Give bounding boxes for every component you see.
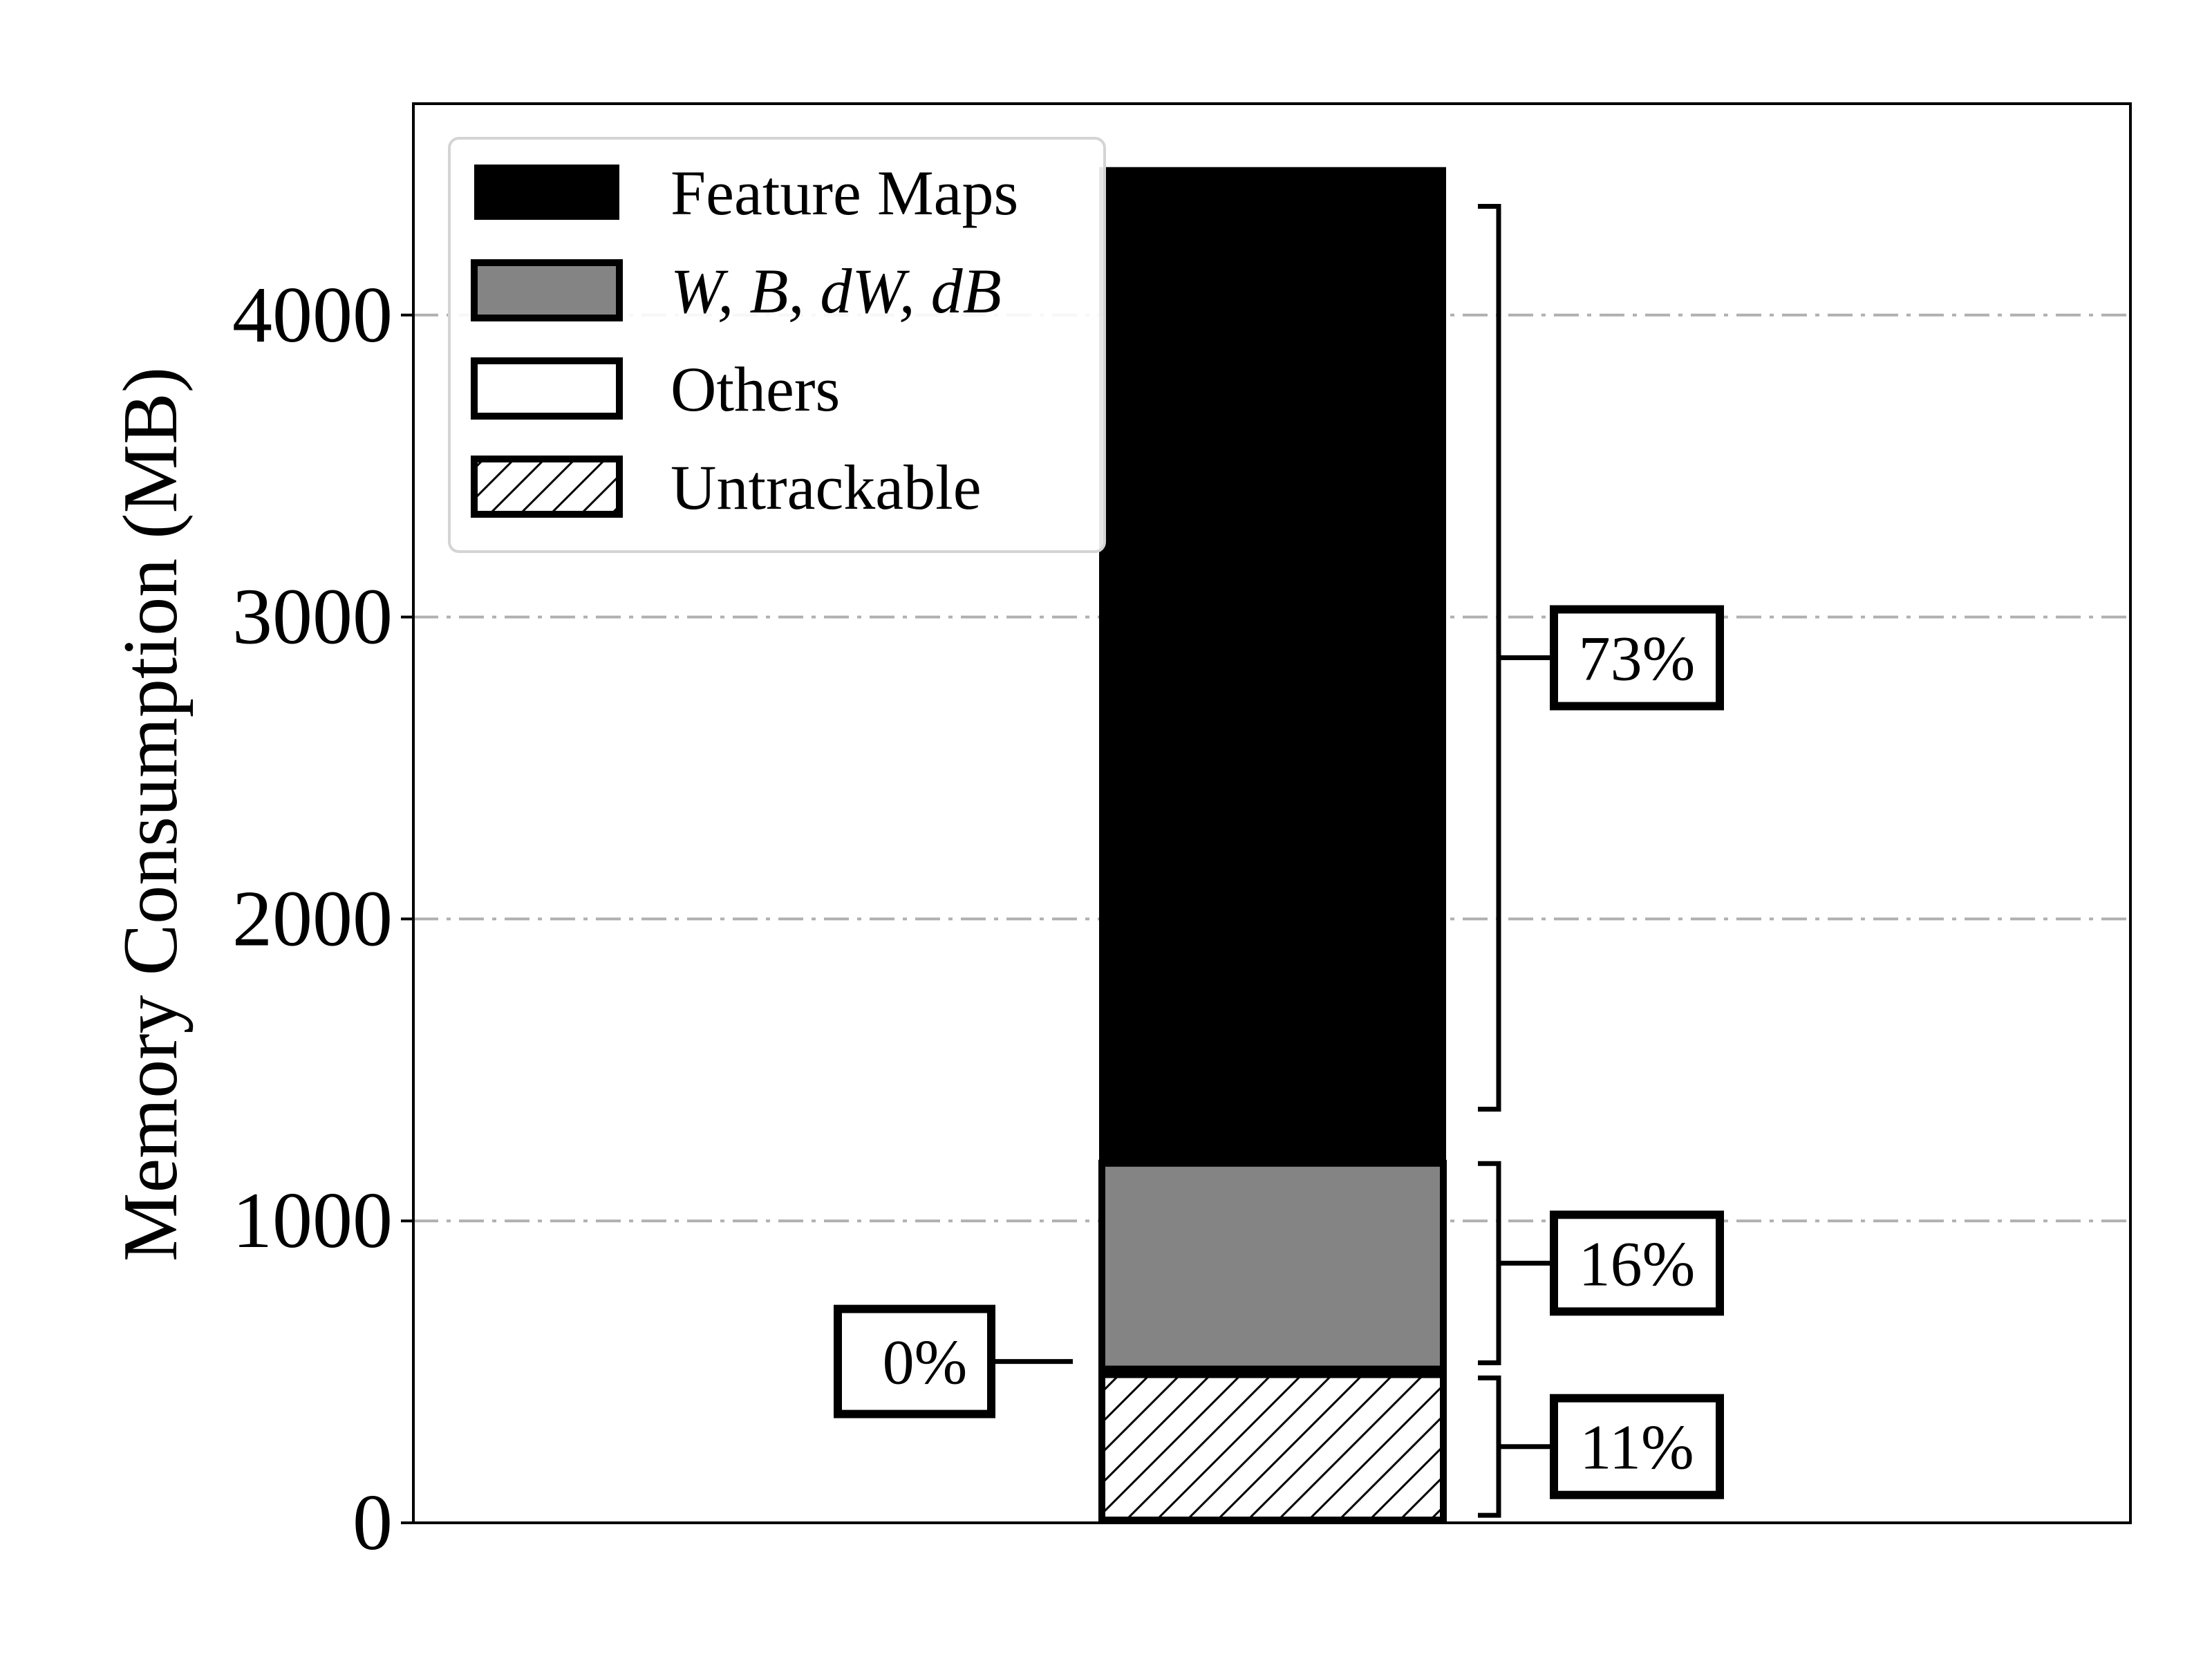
y-tick-label-1000: 1000 xyxy=(232,1177,393,1265)
legend-label-others: Others xyxy=(671,354,840,424)
bar-segment-w-b-dw-db xyxy=(1098,1159,1447,1373)
stacked-bar xyxy=(1098,167,1447,1524)
bar-segment-feature-maps xyxy=(1099,167,1446,1161)
legend: Feature Maps W, B, dW, dB Others Untrackabl… xyxy=(448,137,1106,553)
annotation-box-others xyxy=(834,1304,995,1418)
y-tick-label-0: 0 xyxy=(353,1479,393,1567)
bracket-w-b-dw-db xyxy=(1478,1161,1501,1365)
legend-swatch-feature-maps xyxy=(474,165,619,220)
annotation-box-w-b-dw-db xyxy=(1550,1210,1724,1316)
y-tick-label-4000: 4000 xyxy=(232,271,393,359)
annotation-box-untrackable xyxy=(1550,1394,1724,1499)
annotation-label-w-b-dw-db: 16% xyxy=(1579,1228,1696,1299)
percentage-annotations: 73% 16% 11% 0% xyxy=(834,204,1724,1518)
y-tick-label-3000: 3000 xyxy=(232,573,393,662)
annotation-label-untrackable: 11% xyxy=(1580,1412,1694,1483)
legend-swatch-others xyxy=(471,357,623,420)
annotation-box-feature-maps xyxy=(1550,605,1724,711)
annotation-label-feature-maps: 73% xyxy=(1579,624,1696,694)
legend-swatch-w-b-dw-db xyxy=(471,259,623,321)
legend-swatch-untrackable xyxy=(471,456,623,518)
annotation-label-others: 0% xyxy=(883,1327,968,1398)
y-axis-title: Memory Consumption (MB) xyxy=(108,367,194,1262)
legend-label-untrackable: Untrackable xyxy=(671,452,982,523)
y-axis-ticks: 0 1000 2000 3000 4000 xyxy=(232,271,413,1567)
legend-frame xyxy=(448,137,1106,553)
y-tick-label-2000: 2000 xyxy=(232,874,393,963)
bar-segment-untrackable xyxy=(1098,1371,1447,1524)
legend-label-feature-maps: Feature Maps xyxy=(671,158,1018,228)
bracket-feature-maps xyxy=(1478,204,1501,1112)
legend-label-w-b-dw-db: W, B, dW, dB xyxy=(671,256,1002,326)
bracket-untrackable xyxy=(1478,1375,1501,1518)
plot-area-frame xyxy=(412,102,2132,1524)
